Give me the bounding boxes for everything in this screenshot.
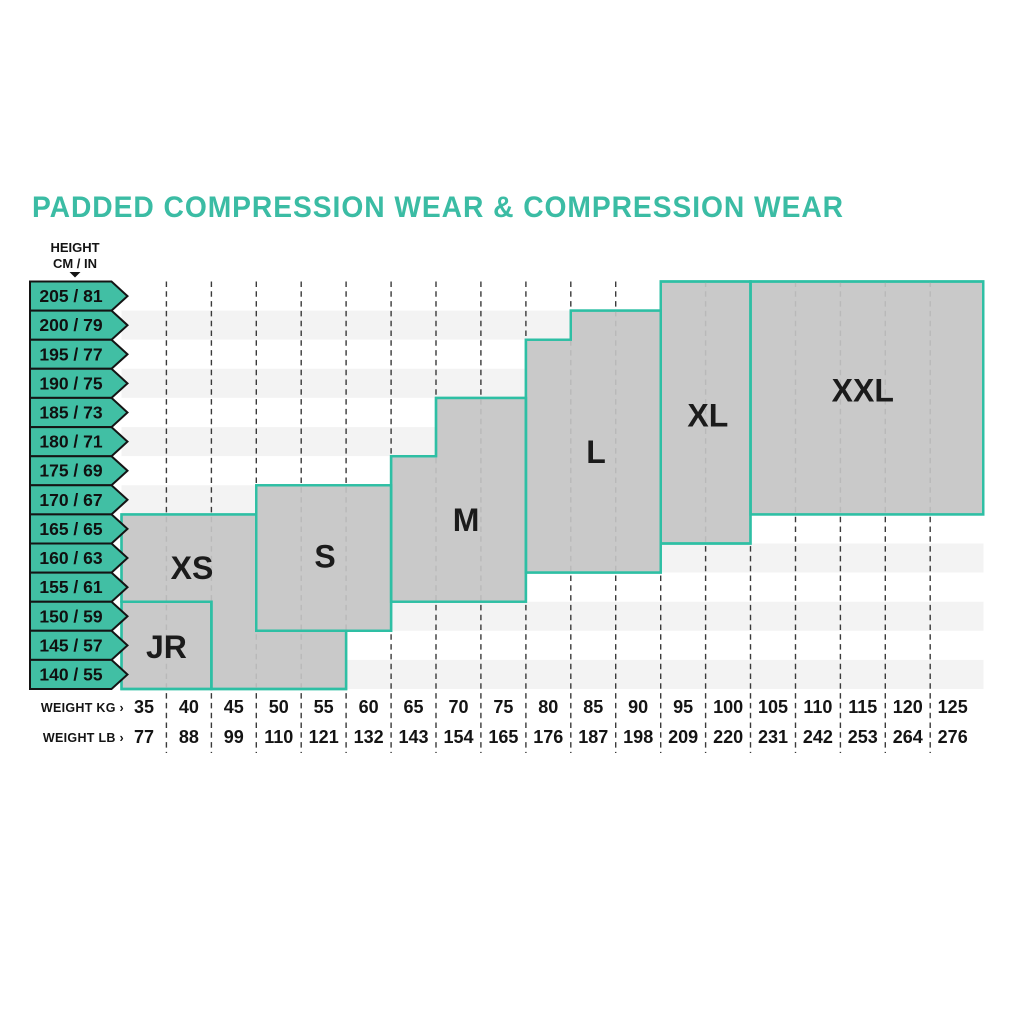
height-badge-label: 200 / 79 [39, 315, 103, 335]
height-badge-label: 140 / 55 [39, 665, 103, 685]
height-badge [29, 367, 129, 399]
height-badge [29, 455, 129, 487]
weight-lb-value: 110 [264, 727, 293, 747]
weight-lb-value: 220 [713, 727, 743, 747]
chart-title: PADDED COMPRESSION WEAR & COMPRESSION WE… [32, 191, 844, 224]
weight-kg-row-label: WEIGHT KG › [41, 701, 124, 715]
weight-lb-value: 132 [354, 727, 384, 747]
height-badge-label: 145 / 57 [39, 635, 102, 655]
weight-kg-value: 115 [848, 697, 877, 717]
weight-lb-value: 209 [668, 727, 698, 747]
weight-lb-value: 264 [893, 727, 923, 747]
weight-kg-value: 120 [893, 697, 923, 717]
height-badge [29, 484, 129, 516]
height-badge [29, 600, 129, 632]
weight-lb-value: 231 [758, 727, 788, 747]
height-axis-label-line2: CM / IN [53, 256, 97, 271]
weight-kg-value: 35 [134, 697, 154, 717]
size-region-label-l: L [586, 434, 606, 470]
weight-kg-value: 125 [938, 697, 968, 717]
height-badge-label: 190 / 75 [39, 373, 103, 393]
height-badge [29, 542, 129, 574]
weight-lb-value: 276 [938, 727, 968, 747]
height-badge [29, 426, 129, 458]
height-axis-label-line1: HEIGHT [50, 240, 99, 255]
size-region-label-xl: XL [687, 397, 728, 433]
height-badge [29, 396, 129, 429]
weight-lb-value: 88 [179, 727, 199, 747]
height-badge-label: 175 / 69 [39, 461, 103, 481]
weight-lb-value: 187 [578, 727, 608, 747]
height-badge [29, 280, 129, 312]
height-badge-label: 185 / 73 [39, 403, 103, 423]
weight-kg-value: 95 [673, 697, 693, 717]
weight-lb-value: 143 [398, 727, 428, 747]
down-arrow-icon [69, 272, 81, 278]
weight-kg-value: 80 [538, 697, 558, 717]
height-badge-label: 170 / 67 [39, 490, 102, 510]
height-badge [29, 629, 129, 661]
weight-kg-value: 60 [359, 697, 379, 717]
weight-kg-value: 55 [314, 697, 334, 717]
size-region-label-m: M [453, 502, 480, 538]
weight-kg-value: 65 [403, 697, 423, 717]
weight-lb-value: 121 [309, 727, 339, 747]
weight-lb-value: 154 [443, 727, 473, 747]
weight-lb-row-label: WEIGHT LB › [43, 731, 124, 745]
weight-kg-value: 110 [803, 697, 832, 717]
weight-kg-value: 40 [179, 697, 199, 717]
weight-lb-value: 176 [533, 727, 563, 747]
weight-kg-value: 70 [448, 697, 468, 717]
weight-kg-value: 100 [713, 697, 743, 717]
height-badge-label: 180 / 71 [39, 432, 103, 452]
height-badge [29, 338, 129, 370]
height-badge-label: 150 / 59 [39, 606, 103, 626]
height-badge-label: 155 / 61 [39, 577, 103, 597]
size-region-label-jr: JR [146, 629, 187, 665]
weight-kg-value: 50 [269, 697, 289, 717]
weight-kg-value: 85 [583, 697, 603, 717]
height-badge [29, 571, 129, 603]
weight-lb-value: 253 [848, 727, 878, 747]
height-badge [29, 309, 129, 341]
size-region-outline-jr [120, 600, 213, 691]
height-badge-label: 165 / 65 [39, 519, 103, 539]
weight-lb-value: 165 [488, 727, 518, 747]
weight-kg-value: 105 [758, 697, 788, 717]
height-badge [29, 658, 129, 690]
height-badge [29, 513, 129, 545]
chart-plot-layer: JR XS S M L XL XXL 205 / 81 200 / 79 195 / 77 190 … [29, 280, 985, 753]
height-badge-label: 195 / 77 [39, 344, 102, 364]
height-badge-label: 205 / 81 [39, 286, 103, 306]
weight-kg-value: 75 [493, 697, 513, 717]
weight-kg-value: 45 [224, 697, 244, 717]
weight-lb-value: 77 [134, 727, 154, 747]
weight-lb-value: 242 [803, 727, 833, 747]
size-region-label-xxl: XXL [832, 373, 894, 409]
weight-lb-value: 99 [224, 727, 244, 747]
size-region-label-s: S [314, 539, 335, 575]
height-badge-label: 160 / 63 [39, 548, 103, 568]
weight-lb-value: 198 [623, 727, 653, 747]
weight-kg-value: 90 [628, 697, 648, 717]
size-region-label-xs: XS [171, 550, 214, 586]
